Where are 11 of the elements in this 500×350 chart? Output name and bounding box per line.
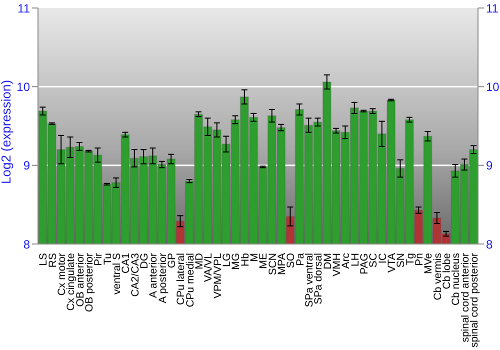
y-tick-label: 11	[18, 1, 30, 16]
y2-tick-label: 10	[486, 80, 500, 94]
y-tick-label: 9	[23, 158, 30, 173]
x-tick-label: Cb lobe	[440, 252, 453, 290]
y2-tick-label: 9	[486, 158, 493, 173]
y2-tick-label: 11	[486, 1, 499, 16]
y-tick-label: 10	[16, 80, 30, 94]
y-axis-title: Log2 (expression)	[0, 80, 14, 184]
y2-tick-label: 8	[486, 237, 493, 252]
y-tick-label: 8	[23, 237, 30, 252]
x-tick-label: MVe	[422, 252, 435, 274]
